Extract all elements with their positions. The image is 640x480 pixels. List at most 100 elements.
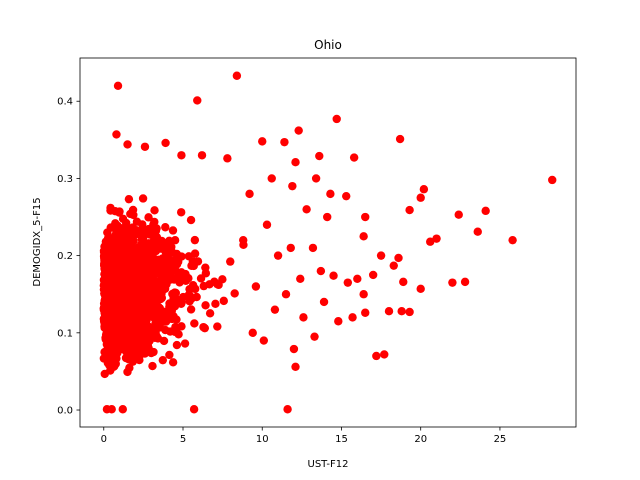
- data-point: [126, 258, 135, 268]
- data-point: [332, 114, 341, 124]
- data-point: [148, 361, 157, 371]
- data-point: [419, 185, 429, 194]
- y-tick-label: 0.0: [57, 406, 73, 417]
- data-point: [199, 281, 208, 291]
- data-point: [342, 191, 351, 201]
- data-point: [143, 254, 152, 263]
- data-point: [105, 286, 115, 295]
- data-point: [166, 261, 175, 270]
- data-point: [149, 307, 159, 317]
- scatter-points: [99, 71, 557, 414]
- x-axis-label: UST-F12: [308, 459, 349, 470]
- data-point: [190, 235, 200, 245]
- data-point: [448, 278, 457, 287]
- data-point: [326, 189, 335, 199]
- data-point: [136, 337, 145, 347]
- data-point: [133, 353, 142, 363]
- x-tick-label: 25: [494, 434, 507, 445]
- data-point: [168, 289, 177, 299]
- data-point: [199, 322, 208, 332]
- data-point: [140, 142, 150, 151]
- data-point: [349, 153, 359, 162]
- data-point: [150, 206, 159, 215]
- data-point: [146, 262, 156, 271]
- data-point: [473, 227, 482, 236]
- y-tick-label: 0.4: [57, 97, 73, 108]
- data-point: [380, 350, 389, 359]
- data-point: [180, 339, 190, 348]
- data-point: [172, 315, 181, 324]
- data-point: [316, 266, 326, 276]
- data-point: [126, 209, 135, 219]
- data-point: [310, 332, 319, 341]
- data-point: [132, 217, 142, 226]
- data-point: [115, 262, 124, 271]
- data-point: [151, 226, 161, 236]
- data-point: [107, 300, 116, 309]
- data-point: [186, 215, 196, 225]
- data-point: [173, 273, 182, 282]
- data-point: [179, 292, 188, 302]
- data-point: [124, 194, 134, 204]
- data-point: [102, 340, 112, 349]
- data-point: [211, 299, 220, 309]
- data-point: [281, 290, 291, 299]
- data-point: [99, 354, 109, 363]
- data-point: [399, 277, 408, 287]
- data-point: [158, 280, 167, 290]
- data-point: [359, 290, 368, 299]
- data-point: [262, 220, 272, 229]
- data-point: [138, 194, 148, 203]
- data-point: [359, 232, 368, 241]
- x-tick-label: 20: [414, 434, 427, 445]
- data-point: [105, 361, 114, 370]
- data-point: [389, 261, 398, 270]
- y-tick-label: 0.2: [57, 251, 73, 262]
- data-point: [348, 313, 357, 322]
- data-point: [168, 358, 178, 367]
- data-point: [481, 206, 490, 216]
- data-point: [454, 210, 463, 219]
- data-point: [223, 154, 232, 163]
- data-point: [99, 275, 109, 285]
- data-point: [184, 274, 193, 283]
- data-point: [139, 291, 149, 300]
- data-point: [100, 369, 109, 379]
- y-axis-label: DEMOGIDX_5-F15: [32, 197, 43, 286]
- data-point: [127, 319, 137, 329]
- data-point: [201, 263, 210, 272]
- data-point: [201, 301, 210, 310]
- data-point: [329, 271, 338, 280]
- data-point: [190, 319, 199, 328]
- data-point: [294, 126, 303, 135]
- data-point: [185, 297, 194, 306]
- data-point: [161, 240, 171, 250]
- data-point: [114, 279, 124, 288]
- data-point: [416, 284, 425, 294]
- data-point: [128, 226, 137, 235]
- data-point: [283, 405, 292, 414]
- data-point: [232, 71, 242, 80]
- data-point: [184, 252, 194, 261]
- data-point: [129, 236, 138, 246]
- data-point: [405, 307, 414, 317]
- data-point: [308, 243, 318, 253]
- data-point: [177, 151, 186, 160]
- data-point: [319, 297, 329, 307]
- data-point: [144, 213, 153, 222]
- data-point: [288, 181, 297, 191]
- data-point: [113, 242, 122, 252]
- data-point: [197, 151, 207, 160]
- data-point: [248, 328, 257, 338]
- data-point: [119, 290, 128, 299]
- data-point: [196, 274, 206, 283]
- data-point: [123, 140, 132, 149]
- data-point: [124, 273, 134, 282]
- data-point: [100, 259, 109, 268]
- data-point: [296, 274, 305, 283]
- data-point: [291, 362, 300, 371]
- data-point: [126, 330, 135, 339]
- data-point: [127, 282, 137, 291]
